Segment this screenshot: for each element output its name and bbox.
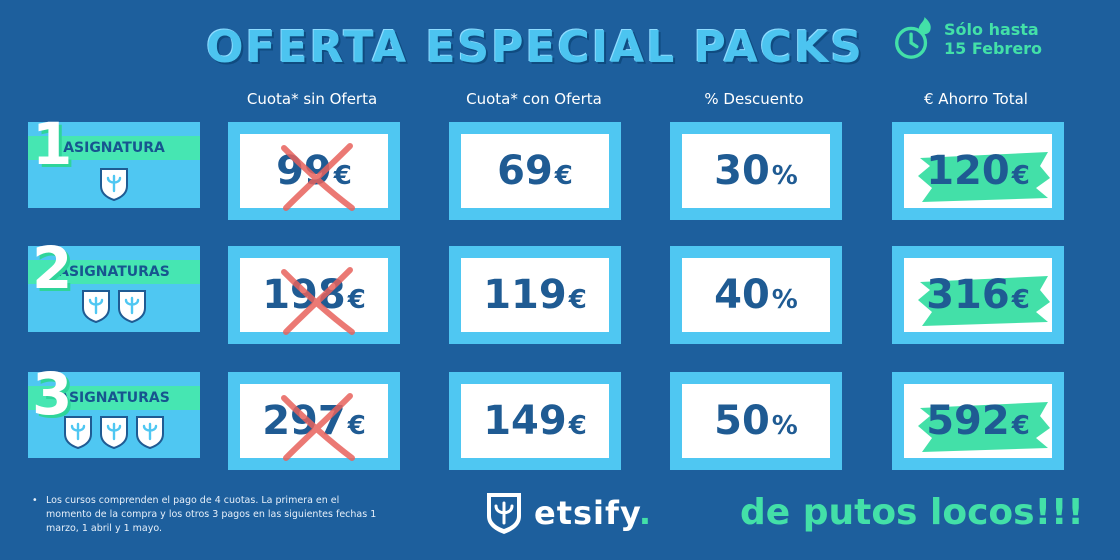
discount-value: 40%	[714, 272, 798, 318]
footnote-bullet: •	[32, 495, 38, 506]
footnote-text: Los cursos comprenden el pago de 4 cuota…	[46, 495, 377, 534]
row-label-3: ASIGNATURAS 3	[28, 360, 200, 458]
shield-logo-icon	[82, 290, 110, 324]
brand-name: etsify	[534, 494, 639, 532]
shield-logo-icon	[487, 493, 521, 534]
deadline-line-2: 15 Febrero	[944, 39, 1043, 58]
shield-logo-icon	[64, 416, 92, 450]
cell-saving-2: 316€	[892, 246, 1064, 344]
green-brush-highlight	[918, 152, 1050, 202]
price-with-value: 69€	[497, 148, 573, 194]
column-header-price-without: Cuota* sin Oferta	[246, 90, 378, 108]
cell-price-with-1: 69€	[449, 122, 621, 220]
row-label-2: ASIGNATURAS 2	[28, 234, 200, 332]
cell-discount-2: 40%	[670, 246, 842, 344]
row-label-text: ASIGNATURA	[28, 136, 200, 160]
cell-price-without-3: 297€	[228, 372, 400, 470]
cross-mark-icon	[281, 143, 355, 211]
row-label-1: ASIGNATURA 1	[28, 110, 200, 208]
brand-dot: .	[638, 494, 653, 532]
cell-saving-3: 592€	[892, 372, 1064, 470]
clock-flame-icon	[895, 16, 931, 59]
shield-logo-icon	[118, 290, 146, 324]
deadline-badge: Sólo hasta 15 Febrero	[890, 14, 1100, 64]
cell-discount-3: 50%	[670, 372, 842, 470]
cell-price-with-3: 149€	[449, 372, 621, 470]
shield-logo-icon	[136, 416, 164, 450]
column-header-saving: € Ahorro Total	[924, 90, 1028, 108]
cell-saving-1: 120€	[892, 122, 1064, 220]
row-number: 1	[32, 110, 73, 178]
price-with-value: 149€	[483, 398, 587, 444]
green-brush-highlight	[918, 276, 1050, 326]
cross-mark-icon	[281, 267, 355, 335]
cell-discount-1: 30%	[670, 122, 842, 220]
cell-price-with-2: 119€	[449, 246, 621, 344]
tagline: de putos locos!!!	[740, 492, 1084, 533]
column-header-price-with: Cuota* con Oferta	[466, 90, 602, 108]
shield-logo-icon	[100, 416, 128, 450]
shield-logo-icon	[100, 168, 128, 202]
saving-value: 592€	[926, 398, 1030, 444]
row-label-text: ASIGNATURAS	[28, 260, 200, 284]
cell-price-without-1: 99€	[228, 122, 400, 220]
deadline-line-1: Sólo hasta	[944, 20, 1039, 39]
brand-logo: etsify.	[484, 490, 652, 536]
row-label-text: ASIGNATURAS	[28, 386, 200, 410]
saving-value: 316€	[926, 272, 1030, 318]
discount-value: 50%	[714, 398, 798, 444]
cell-price-without-2: 198€	[228, 246, 400, 344]
cross-mark-icon	[281, 393, 355, 461]
saving-value: 120€	[926, 148, 1030, 194]
green-brush-highlight	[918, 402, 1050, 452]
footnote: • Los cursos comprenden el pago de 4 cuo…	[32, 494, 382, 536]
price-with-value: 119€	[483, 272, 587, 318]
row-number: 3	[32, 360, 73, 428]
page-title: OFERTA ESPECIAL PACKS	[206, 22, 864, 73]
discount-value: 30%	[714, 148, 798, 194]
column-header-discount: % Descuento	[704, 90, 804, 108]
row-number: 2	[32, 234, 73, 302]
